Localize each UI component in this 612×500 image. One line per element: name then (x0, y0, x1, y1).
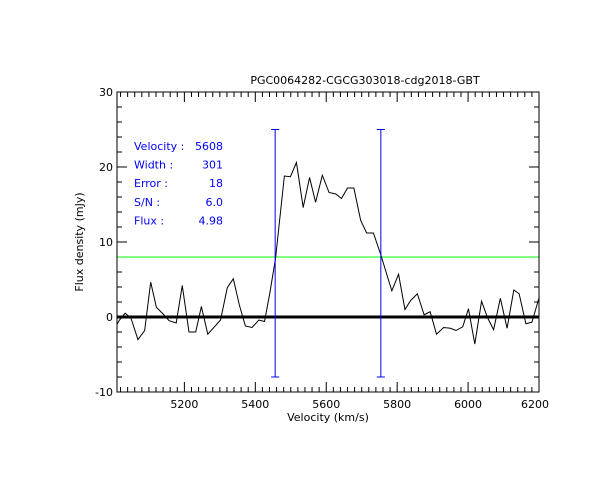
plot-frame (116, 91, 540, 393)
y-tick-label: 30 (99, 86, 113, 99)
annotation-label: Velocity : (134, 140, 184, 153)
y-tick-label: 10 (99, 236, 113, 249)
plot-marks (116, 129, 540, 378)
annotation-value: 4.98 (199, 214, 224, 227)
annotation-label: Width : (134, 159, 173, 172)
annotation-label: Error : (134, 177, 168, 190)
x-tick-label: 5200 (170, 398, 198, 411)
x-tick-label: 6200 (521, 398, 549, 411)
annotation-label: Flux : (134, 214, 164, 227)
annotation-label: S/N : (134, 196, 160, 209)
x-tick-label: 6000 (454, 398, 482, 411)
spectrum-line (116, 160, 540, 345)
annotation-value: 6.0 (206, 196, 224, 209)
annotation-value: 301 (202, 159, 223, 172)
fit-annotations: Velocity : 5608 Width : 301 Error : 18 S/N : 6.… (134, 140, 223, 227)
annotation-value: 18 (209, 177, 223, 190)
x-tick-label: 5400 (241, 398, 269, 411)
annotation-value: 5608 (195, 140, 223, 153)
y-axis-label: Flux density (mJy) (73, 192, 86, 291)
chart-title: PGC0064282-CGCG303018-cdg2018-GBT (250, 74, 480, 87)
y-tick-label: 0 (106, 311, 113, 324)
axis-ticks: 5200 5400 5600 5800 6000 6200 -10 0 10 20 30 (95, 86, 549, 411)
x-tick-label: 5800 (383, 398, 411, 411)
y-tick-label: -10 (95, 386, 113, 399)
x-tick-label: 5600 (312, 398, 340, 411)
y-tick-label: 20 (99, 161, 113, 174)
x-axis-label: Velocity (km/s) (287, 411, 369, 424)
